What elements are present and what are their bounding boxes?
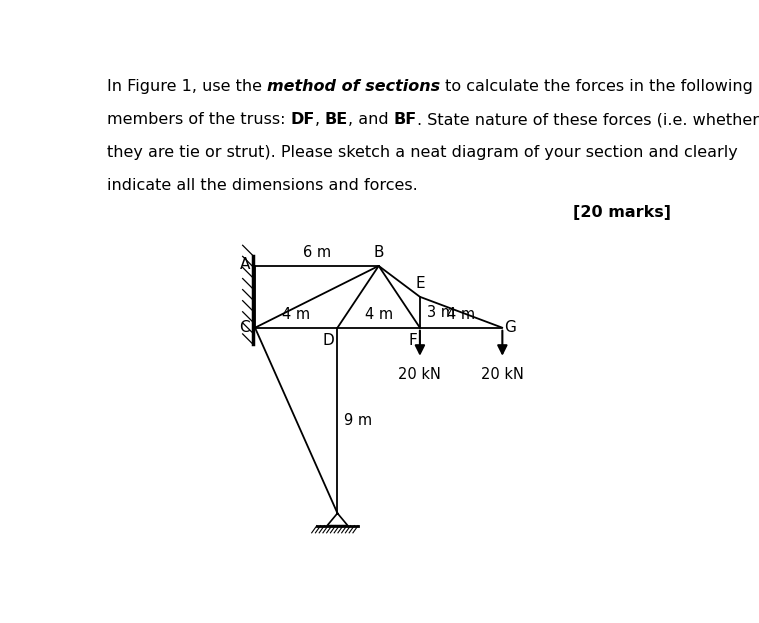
Text: F: F <box>408 333 417 348</box>
Text: , and: , and <box>348 112 394 127</box>
Text: [20 marks]: [20 marks] <box>573 204 672 219</box>
Text: A: A <box>240 257 250 272</box>
Text: C: C <box>239 320 250 335</box>
Text: E: E <box>415 275 425 290</box>
Text: members of the truss:: members of the truss: <box>106 112 290 127</box>
Text: method of sections: method of sections <box>266 79 440 94</box>
Text: 6 m: 6 m <box>303 245 331 260</box>
Text: 20 kN: 20 kN <box>481 367 524 382</box>
Text: 4 m: 4 m <box>282 307 310 322</box>
Text: ,: , <box>315 112 325 127</box>
Text: 9 m: 9 m <box>344 413 372 428</box>
Text: BE: BE <box>325 112 348 127</box>
Text: indicate all the dimensions and forces.: indicate all the dimensions and forces. <box>106 178 417 193</box>
Text: D: D <box>323 333 335 348</box>
Text: to calculate the forces in the following: to calculate the forces in the following <box>440 79 753 94</box>
Text: DF: DF <box>290 112 315 127</box>
Text: In Figure 1, use the: In Figure 1, use the <box>106 79 266 94</box>
Text: . State nature of these forces (i.e. whether: . State nature of these forces (i.e. whe… <box>417 112 759 127</box>
Text: 3 m: 3 m <box>427 305 455 320</box>
Text: G: G <box>505 320 516 335</box>
Text: BF: BF <box>394 112 417 127</box>
Text: they are tie or strut). Please sketch a neat diagram of your section and clearly: they are tie or strut). Please sketch a … <box>106 145 738 160</box>
Text: 4 m: 4 m <box>447 307 475 322</box>
Text: 20 kN: 20 kN <box>398 367 441 382</box>
Text: 4 m: 4 m <box>364 307 392 322</box>
Text: B: B <box>373 245 384 260</box>
